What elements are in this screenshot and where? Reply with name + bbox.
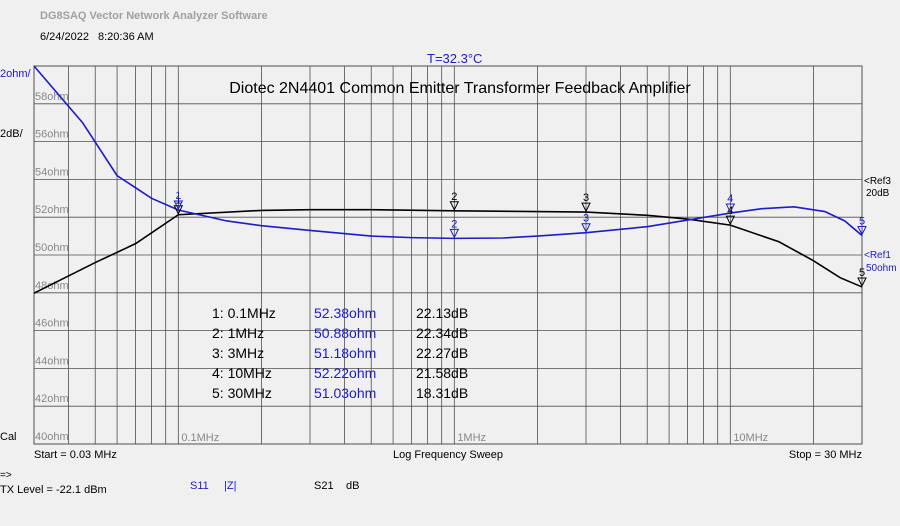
ref1-label: <Ref1 bbox=[864, 250, 891, 261]
app-title: DG8SAQ Vector Network Analyzer Software bbox=[40, 10, 268, 22]
x-stop-label: Stop = 30 MHz bbox=[789, 449, 862, 461]
date-label: 6/24/2022 bbox=[40, 31, 89, 43]
marker-readout-s11: 51.03ohm bbox=[314, 385, 376, 401]
x-tick-label: 10MHz bbox=[733, 432, 768, 444]
y-tick-label: 56ohm bbox=[35, 129, 69, 141]
s21-marker-id: 3 bbox=[583, 192, 589, 204]
left-axis-unit-ohm: 2ohm/ bbox=[0, 68, 32, 80]
s21-marker-id: 5 bbox=[859, 267, 865, 279]
y-tick-label: 40ohm bbox=[35, 431, 69, 443]
left-axis-unit-db: 2dB/ bbox=[0, 128, 24, 140]
marker-readout-s21: 22.34dB bbox=[416, 325, 468, 341]
s21-marker-triangle[interactable] bbox=[449, 201, 460, 211]
s11-marker-triangle[interactable] bbox=[725, 203, 736, 214]
s11-marker-id: 4 bbox=[727, 193, 733, 205]
marker-readout-s21: 21.58dB bbox=[416, 365, 468, 381]
marker-readout-s11: 51.18ohm bbox=[314, 345, 376, 361]
temperature-label: T=32.3°C bbox=[427, 51, 483, 66]
x-sweep-label: Log Frequency Sweep bbox=[393, 449, 503, 461]
marker-readout-freq: 4: 10MHz bbox=[212, 365, 272, 381]
time-label: 8:20:36 AM bbox=[98, 31, 154, 43]
s21-marker-triangle[interactable] bbox=[725, 215, 736, 226]
x-tick-label: 0.1MHz bbox=[181, 432, 219, 444]
s11-label[interactable]: S11 bbox=[190, 480, 209, 492]
y-tick-label: 42ohm bbox=[35, 393, 69, 405]
x-start-label: Start = 0.03 MHz bbox=[34, 449, 117, 461]
y-tick-label: 46ohm bbox=[35, 318, 69, 330]
marker-readout-s21: 22.13dB bbox=[416, 305, 468, 321]
s11-marker-id: 1 bbox=[175, 190, 181, 202]
tx-level-label: TX Level = -22.1 dBm bbox=[0, 484, 107, 496]
marker-readout-freq: 1: 0.1MHz bbox=[212, 305, 276, 321]
s11-marker-id: 3 bbox=[583, 213, 589, 225]
ref3-value: 20dB bbox=[866, 188, 890, 199]
y-tick-label: 54ohm bbox=[35, 166, 69, 178]
s21-marker-id: 2 bbox=[451, 191, 457, 203]
y-tick-label: 52ohm bbox=[35, 204, 69, 216]
marker-readout-s11: 52.22ohm bbox=[314, 365, 376, 381]
s11-marker-triangle[interactable] bbox=[173, 200, 184, 211]
s21-unit-label[interactable]: dB bbox=[346, 480, 360, 492]
s11-marker-id: 5 bbox=[859, 216, 865, 228]
s11-marker-triangle[interactable] bbox=[857, 226, 867, 236]
s11-marker-triangle[interactable] bbox=[581, 223, 591, 233]
y-tick-label: 44ohm bbox=[35, 355, 69, 367]
marker-readout-freq: 2: 1MHz bbox=[212, 325, 264, 341]
y-tick-label: 50ohm bbox=[35, 242, 69, 254]
s21-label[interactable]: S21 bbox=[314, 480, 334, 492]
chart-title: Diotec 2N4401 Common Emitter Transformer… bbox=[229, 80, 691, 97]
s21-marker-triangle[interactable] bbox=[857, 277, 867, 288]
cal-label: Cal bbox=[0, 431, 17, 443]
marker-readout-s11: 50.88ohm bbox=[314, 325, 376, 341]
x-tick-label: 1MHz bbox=[457, 432, 486, 444]
s11-marker-triangle[interactable] bbox=[449, 228, 460, 239]
y-tick-label: 58ohm bbox=[35, 91, 69, 103]
marker-readout-freq: 5: 30MHz bbox=[212, 385, 272, 401]
marker-readout-s21: 18.31dB bbox=[416, 385, 468, 401]
ref1-value: 50ohm bbox=[866, 263, 897, 274]
s21-trace[interactable] bbox=[33, 208, 863, 294]
s11-unit-label[interactable]: |Z| bbox=[224, 480, 237, 492]
s11-trace[interactable] bbox=[33, 65, 863, 240]
ref3-label: <Ref3 bbox=[864, 176, 891, 187]
arrow-label: => bbox=[0, 470, 12, 481]
s21-marker-triangle[interactable] bbox=[581, 202, 591, 213]
marker-readout-s11: 52.38ohm bbox=[314, 305, 376, 321]
s21-marker-triangle[interactable] bbox=[173, 205, 184, 215]
s11-marker-id: 2 bbox=[451, 218, 457, 230]
marker-readout-freq: 3: 3MHz bbox=[212, 345, 264, 361]
marker-readout-s21: 22.27dB bbox=[416, 345, 468, 361]
